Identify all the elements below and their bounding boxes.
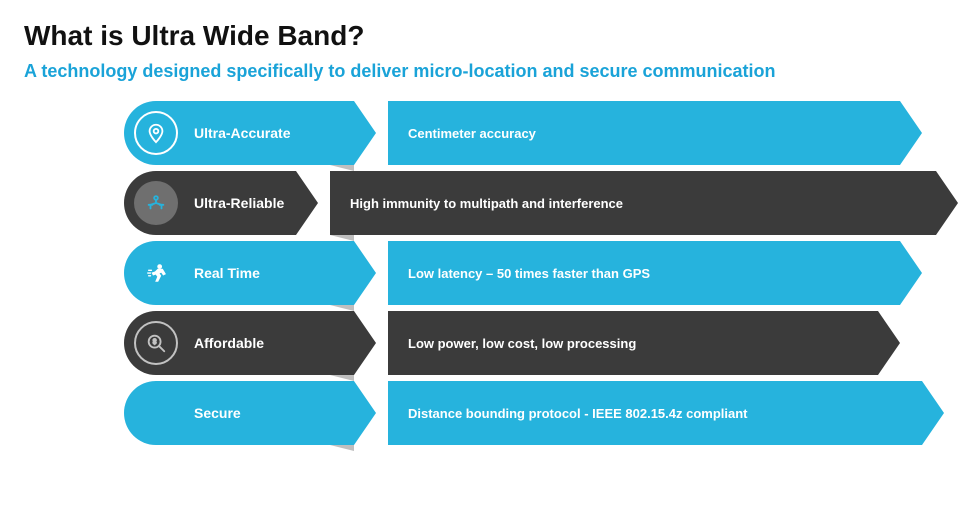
- feature-label-text: Ultra-Reliable: [194, 195, 284, 211]
- feature-label-ultra-reliable: Ultra-Reliable: [124, 171, 296, 235]
- feature-label-real-time: Real Time: [124, 241, 354, 305]
- chevron-right-icon: [878, 311, 900, 375]
- feature-row-ultra-accurate: Ultra-Accurate Centimeter accuracy: [124, 101, 936, 165]
- feature-label-text: Real Time: [194, 265, 260, 281]
- feature-detail-text: High immunity to multipath and interfere…: [350, 196, 623, 211]
- chevron-right-icon: [936, 171, 958, 235]
- feature-detail-real-time: Low latency – 50 times faster than GPS: [388, 241, 900, 305]
- feature-row-secure: Secure Distance bounding protocol - IEEE …: [124, 381, 936, 445]
- feature-detail-text: Centimeter accuracy: [408, 126, 536, 141]
- feature-label-ultra-accurate: Ultra-Accurate: [124, 101, 354, 165]
- feature-row-affordable: Affordable Low power, low cost, low proce…: [124, 311, 936, 375]
- runner-icon: [134, 251, 178, 295]
- chevron-right-icon: [296, 171, 318, 235]
- feature-row-real-time: Real Time Low latency – 50 times faster t…: [124, 241, 936, 305]
- feature-row-ultra-reliable: Ultra-Reliable High immunity to multipath…: [124, 171, 936, 235]
- feature-rows: Ultra-Accurate Centimeter accuracy Ultra-R…: [124, 101, 936, 445]
- feature-label-text: Affordable: [194, 335, 264, 351]
- chevron-right-icon: [900, 101, 922, 165]
- magnify-dollar-icon: [134, 321, 178, 365]
- feature-label-affordable: Affordable: [124, 311, 354, 375]
- feature-detail-affordable: Low power, low cost, low processing: [388, 311, 878, 375]
- feature-label-text: Ultra-Accurate: [194, 125, 290, 141]
- feature-detail-text: Low latency – 50 times faster than GPS: [408, 266, 650, 281]
- shadow-notch: [330, 445, 354, 451]
- chevron-right-icon: [922, 381, 944, 445]
- chevron-right-icon: [354, 241, 376, 305]
- feature-detail-ultra-accurate: Centimeter accuracy: [388, 101, 900, 165]
- chevron-right-icon: [900, 241, 922, 305]
- feature-detail-text: Distance bounding protocol - IEEE 802.15…: [408, 406, 748, 421]
- chevron-right-icon: [354, 381, 376, 445]
- pin-icon: [134, 111, 178, 155]
- page-title: What is Ultra Wide Band?: [24, 20, 936, 52]
- feature-detail-secure: Distance bounding protocol - IEEE 802.15…: [388, 381, 922, 445]
- page-subtitle: A technology designed specifically to de…: [24, 60, 936, 83]
- chevron-right-icon: [354, 101, 376, 165]
- feature-detail-ultra-reliable: High immunity to multipath and interfere…: [330, 171, 936, 235]
- feature-detail-text: Low power, low cost, low processing: [408, 336, 636, 351]
- feature-label-secure: Secure: [124, 381, 354, 445]
- chevron-right-icon: [354, 311, 376, 375]
- barbell-icon: [134, 181, 178, 225]
- feature-label-text: Secure: [194, 405, 241, 421]
- no-icon: [134, 391, 178, 435]
